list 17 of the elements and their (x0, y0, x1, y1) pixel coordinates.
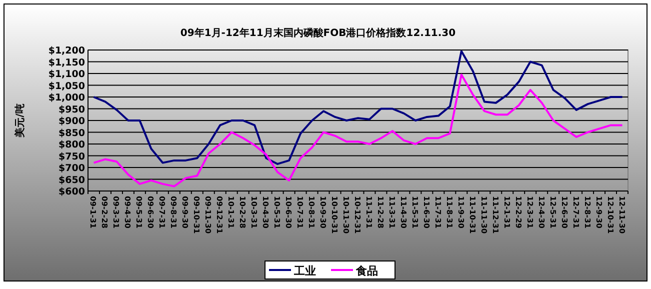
y-tick-label: $600 (58, 186, 86, 198)
y-tick-label: $750 (58, 151, 86, 162)
y-tick-label: $650 (58, 174, 86, 186)
y-tick-label: $1,000 (48, 92, 86, 104)
y-tick-label: $1,050 (48, 80, 86, 92)
y-tick-label: $1,100 (48, 69, 86, 80)
y-tick-label: $900 (58, 116, 86, 127)
chart-title: 09年1月-12年11月末国内磷酸FOB港口价格指数12.11.30 (180, 27, 456, 39)
y-tick-label: $950 (58, 104, 86, 116)
legend-label: 工业 (293, 264, 316, 278)
y-tick-label: $850 (58, 128, 86, 139)
legend-label: 食品 (355, 264, 378, 278)
y-tick-label: $1,200 (48, 46, 86, 56)
y-tick-label: $700 (58, 163, 86, 174)
y-axis-title: 美元/吨 (14, 104, 26, 138)
y-tick-label: $800 (58, 140, 86, 150)
y-tick-label: $1,150 (48, 57, 86, 68)
